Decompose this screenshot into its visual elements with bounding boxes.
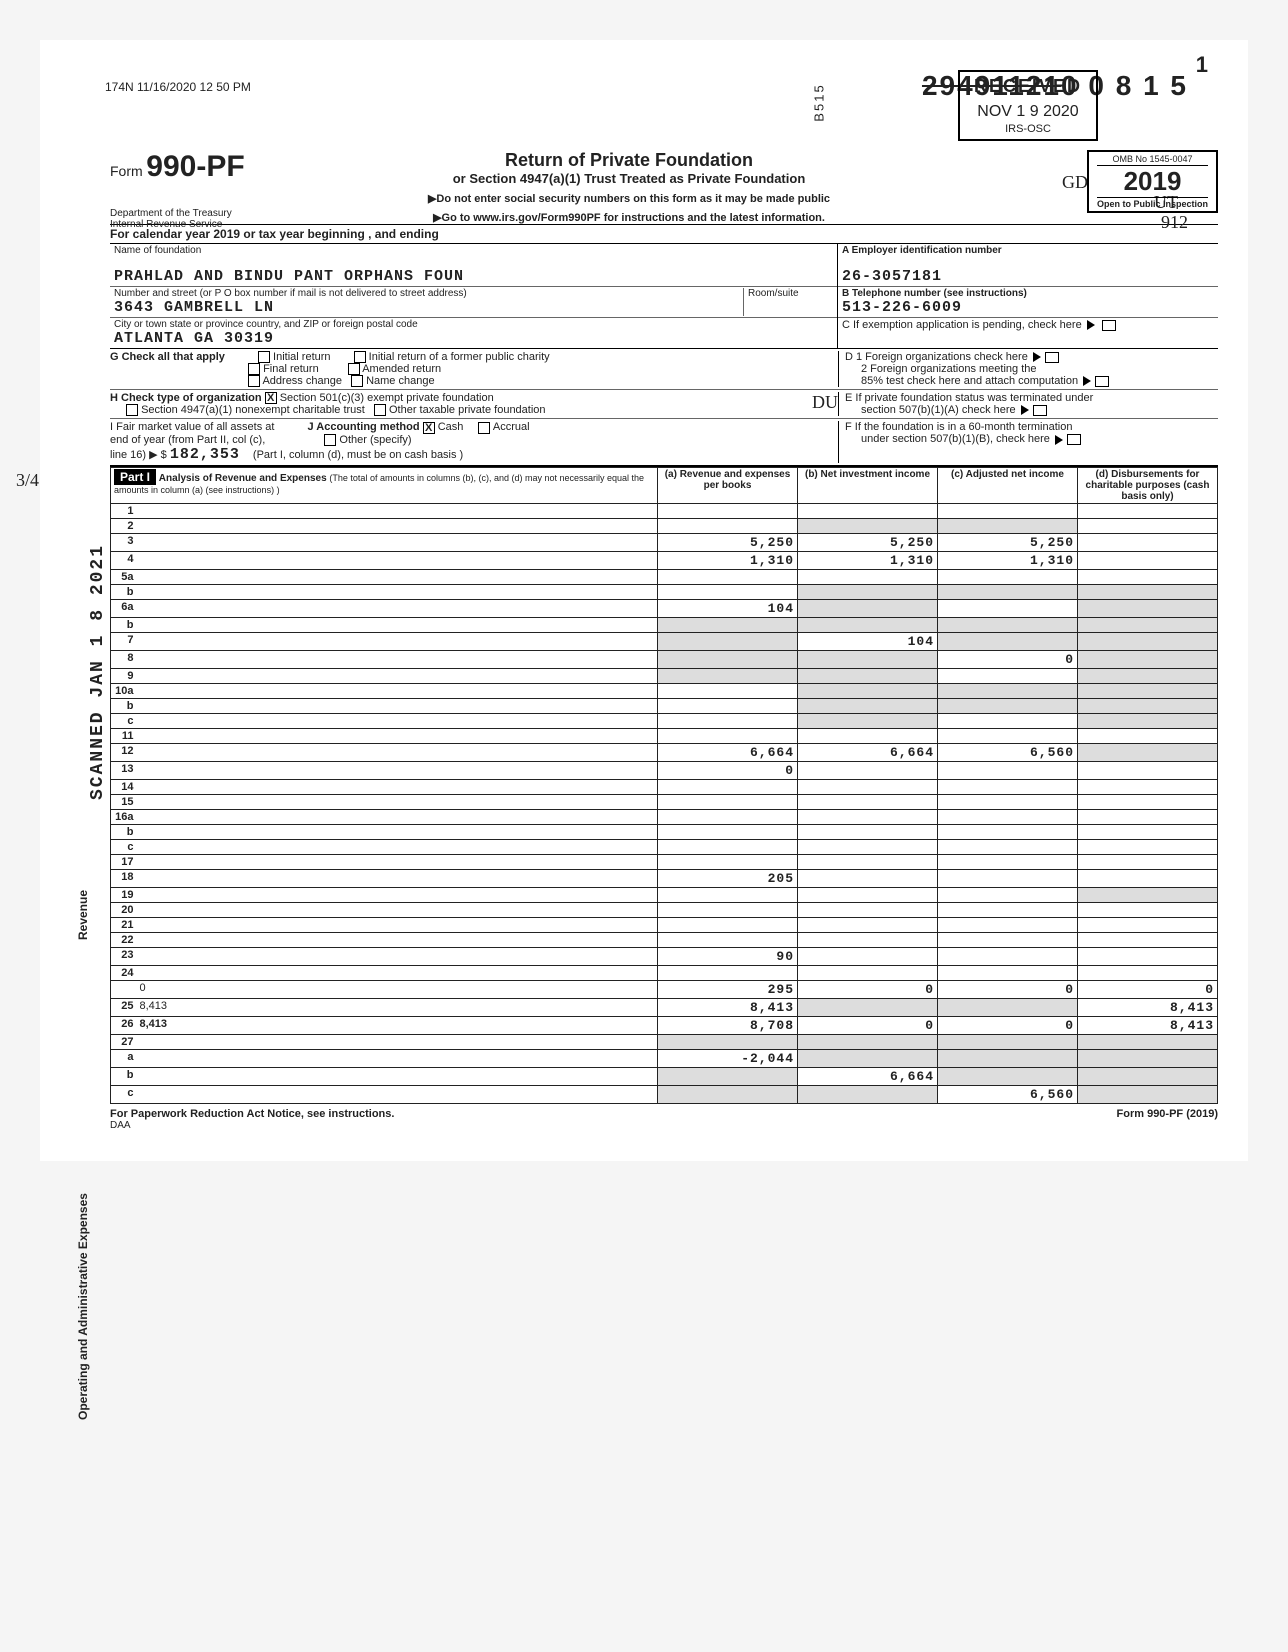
hand-annotation: GD (1062, 172, 1088, 193)
table-row: b (111, 824, 1218, 839)
table-row: c6,560 (111, 1085, 1218, 1103)
table-row: 9 (111, 668, 1218, 683)
header-timestamp: 174N 11/16/2020 12 50 PM (105, 80, 251, 94)
row-h-e: H Check type of organization X Section 5… (110, 390, 1218, 419)
hand-annotation: DU (812, 392, 838, 413)
checkbox[interactable] (1067, 434, 1081, 445)
part1-table: Part I Analysis of Revenue and Expenses … (110, 467, 1218, 1104)
table-row: 35,2505,2505,250 (111, 533, 1218, 551)
table-row: 22 (111, 932, 1218, 947)
city-state-zip: ATLANTA GA 30319 (114, 330, 833, 347)
foundation-name: PRAHLAD AND BINDU PANT ORPHANS FOUN (114, 268, 833, 285)
checkbox[interactable] (348, 363, 360, 375)
table-row: b (111, 617, 1218, 632)
table-row: 41,3101,3101,310 (111, 551, 1218, 569)
table-row: 7104 (111, 632, 1218, 650)
table-row: 20 (111, 902, 1218, 917)
form-number: Form 990-PF (110, 150, 245, 184)
side-label-expenses: Operating and Administrative Expenses (76, 1193, 90, 1420)
table-row: 17 (111, 854, 1218, 869)
table-row: 16a (111, 809, 1218, 824)
checkbox[interactable] (324, 434, 336, 446)
table-row: 11 (111, 728, 1218, 743)
table-row: c (111, 839, 1218, 854)
table-row: 21 (111, 917, 1218, 932)
table-row: b6,664 (111, 1067, 1218, 1085)
department-label: Department of the Treasury Internal Reve… (110, 208, 232, 230)
arrow-icon (1087, 320, 1095, 330)
col-a-header: (a) Revenue and expenses per books (658, 467, 798, 503)
row-g-d: G Check all that apply Initial return In… (110, 349, 1218, 390)
table-row: 6a104 (111, 599, 1218, 617)
hand-annotation: 912 (1161, 212, 1188, 233)
table-row: 10a (111, 683, 1218, 698)
part1-badge: Part I (114, 469, 156, 485)
checkbox[interactable] (354, 351, 366, 363)
received-stamp: RECEIVED NOV 1 9 2020 IRS-OSC (958, 70, 1098, 141)
entity-block: Name of foundation PRAHLAD AND BINDU PAN… (110, 244, 1218, 349)
table-row: c (111, 713, 1218, 728)
col-c-header: (c) Adjusted net income (938, 467, 1078, 503)
year-box: OMB No 1545-0047 2019 Open to Public Ins… (1087, 150, 1218, 213)
calendar-year-row: For calendar year 2019 or tax year begin… (110, 224, 1218, 244)
row-i-f: I Fair market value of all assets at J A… (110, 419, 1218, 466)
page-footer: For Paperwork Reduction Act Notice, see … (110, 1108, 1218, 1120)
table-row: 19 (111, 887, 1218, 902)
form-header: Form 990-PF Department of the Treasury I… (110, 150, 1218, 224)
table-row: 1 (111, 503, 1218, 518)
table-row: a-2,044 (111, 1049, 1218, 1067)
table-row: 24 (111, 965, 1218, 980)
arrow-icon (1033, 352, 1041, 362)
form-subtitle: or Section 4947(a)(1) Trust Treated as P… (290, 171, 968, 186)
table-row: 268,4138,708008,413 (111, 1016, 1218, 1034)
arrow-icon (1083, 376, 1091, 386)
checkbox[interactable] (248, 363, 260, 375)
form-title: Return of Private Foundation (290, 150, 968, 171)
table-row: 130 (111, 761, 1218, 779)
checkbox[interactable] (258, 351, 270, 363)
table-row: 80 (111, 650, 1218, 668)
checkbox[interactable] (478, 422, 490, 434)
col-b-header: (b) Net investment income (798, 467, 938, 503)
vert-code: B515 (811, 83, 826, 121)
checkbox-checked[interactable]: X (423, 422, 435, 434)
telephone: 513-226-6009 (842, 299, 1214, 316)
ein: 26-3057181 (842, 268, 1214, 285)
table-row: b (111, 584, 1218, 599)
arrow-icon (1055, 435, 1063, 445)
table-row: 27 (111, 1034, 1218, 1049)
checkbox[interactable] (126, 404, 138, 416)
checkbox[interactable] (374, 404, 386, 416)
side-label-revenue: Revenue (76, 890, 90, 940)
table-row: 126,6646,6646,560 (111, 743, 1218, 761)
table-row: 2390 (111, 947, 1218, 965)
table-row: 2 (111, 518, 1218, 533)
table-row: 0295000 (111, 980, 1218, 998)
checkbox[interactable] (248, 375, 260, 387)
table-row: 258,4138,4138,413 (111, 998, 1218, 1016)
arrow-icon (1021, 405, 1029, 415)
checkbox[interactable] (1095, 376, 1109, 387)
scanned-stamp: SCANNED JAN 1 8 2021 (88, 544, 108, 800)
checkbox[interactable] (1102, 320, 1116, 331)
table-row: 18205 (111, 869, 1218, 887)
street-address: 3643 GAMBRELL LN (114, 299, 743, 316)
col-d-header: (d) Disbursements for charitable purpose… (1078, 467, 1218, 503)
table-row: 14 (111, 779, 1218, 794)
form-page: 1 174N 11/16/2020 12 50 PM 294911210 0 8… (40, 40, 1248, 1161)
table-row: 5a (111, 569, 1218, 584)
checkbox[interactable] (1033, 405, 1047, 416)
checkbox[interactable] (1045, 352, 1059, 363)
checkbox-checked[interactable]: X (265, 392, 277, 404)
fmv-value: 182,353 (170, 446, 240, 463)
page-number: 1 (1196, 52, 1208, 78)
margin-annotation: 3/4 (16, 470, 39, 491)
checkbox[interactable] (351, 375, 363, 387)
table-row: 15 (111, 794, 1218, 809)
table-row: b (111, 698, 1218, 713)
